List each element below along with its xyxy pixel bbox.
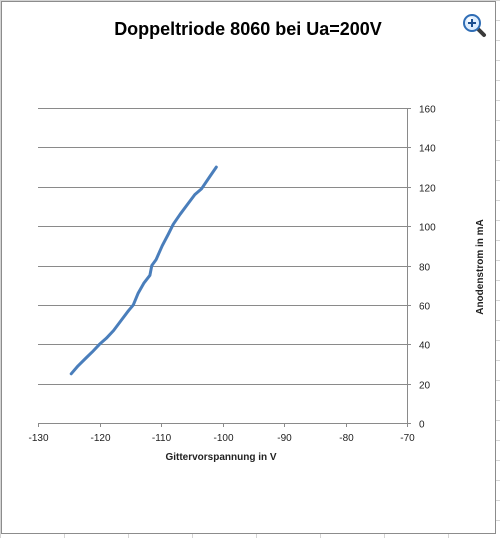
data-point: [151, 264, 153, 267]
data-point: [215, 166, 218, 168]
x-axis-title: Gittervorspannung in V: [165, 452, 276, 463]
data-point: [161, 245, 163, 247]
x-tick-label: -130: [28, 433, 48, 444]
y-tick-label: 80: [419, 263, 431, 274]
data-point: [127, 310, 130, 312]
x-tick-label: -120: [90, 433, 110, 444]
data-point: [186, 203, 189, 206]
data-point: [172, 223, 175, 225]
data-point: [137, 292, 139, 294]
data-point: [98, 343, 101, 346]
y-tick-label: 140: [419, 144, 436, 155]
data-point: [200, 187, 203, 190]
data-point: [77, 365, 79, 367]
data-point: [143, 282, 145, 285]
data-point: [105, 337, 108, 340]
y-axis-title: Anodenstrom in mA: [475, 219, 486, 315]
y-tick-label: 40: [419, 341, 431, 352]
chart-title: Doppeltriode 8060 bei Ua=200V: [114, 19, 382, 39]
x-tick-label: -90: [277, 433, 292, 444]
data-point: [167, 233, 170, 235]
x-tick-label: -110: [152, 433, 172, 444]
data-point: [91, 351, 93, 353]
series-line: [69, 165, 218, 376]
data-point: [85, 357, 87, 359]
x-tick-label: -70: [400, 433, 415, 444]
x-tick-labels: -130 -120 -110 -100 -90 -80 -70: [28, 433, 415, 444]
data-point: [179, 213, 181, 216]
data-point: [194, 193, 196, 196]
y-tick-label: 120: [419, 184, 436, 195]
data-point: [149, 274, 151, 277]
y-tick-label: 20: [419, 381, 431, 392]
data-point: [132, 304, 135, 306]
x-tick-label: -80: [339, 433, 354, 444]
grid-lines: [38, 108, 411, 427]
zoom-in-magnifier-icon-graphic: [463, 14, 486, 37]
y-tick-label: 0: [419, 420, 425, 431]
y-tick-label: 60: [419, 302, 431, 313]
x-tick-label: -100: [213, 433, 233, 444]
y-tick-label: 100: [419, 223, 436, 234]
y-tick-label: 160: [419, 105, 436, 116]
data-point: [70, 373, 72, 375]
zoom-in-magnifier-icon[interactable]: [462, 13, 488, 39]
series-group: [69, 165, 218, 376]
data-point: [120, 319, 122, 322]
data-point: [112, 329, 115, 332]
data-point: [155, 258, 157, 261]
y-tick-labels: 0 20 40 60 80 100 120 140 160: [419, 105, 436, 431]
data-point: [208, 176, 211, 178]
